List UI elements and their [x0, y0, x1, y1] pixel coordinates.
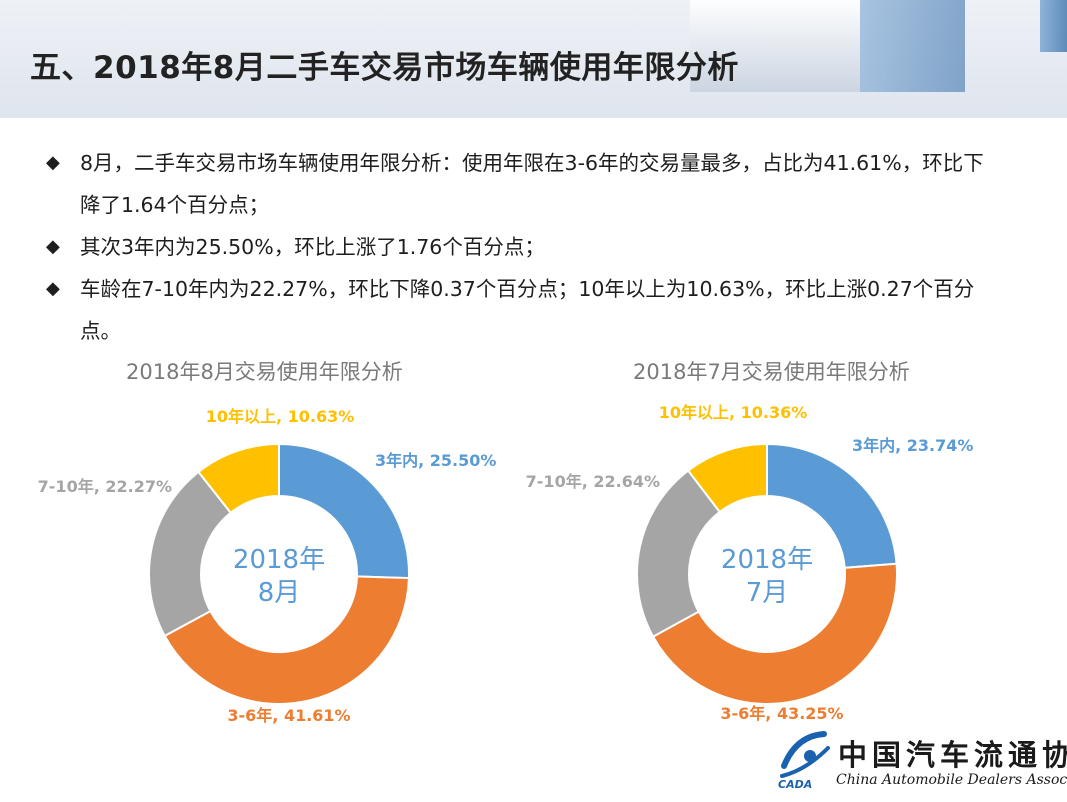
data-label-7-10: 7-10年, 22.64%	[526, 472, 660, 491]
bullet-item: ◆ 其次3年内为25.50%，环比上涨了1.76个百分点；	[46, 226, 996, 268]
data-label-under-3: 3年内, 23.74%	[852, 436, 973, 455]
center-label-line: 2018年	[233, 545, 325, 575]
donut-slice-7-10	[148, 470, 233, 638]
header-cube-left-side	[860, 0, 965, 92]
header-decoration	[690, 0, 1067, 92]
bullet-item: ◆ 车龄在7-10年内为22.27%，环比下降0.37个百分点；10年以上为10.…	[46, 268, 996, 352]
bullet-text: 车龄在7-10年内为22.27%，环比下降0.37个百分点；10年以上为10.6…	[80, 277, 975, 343]
header-cube-right	[1040, 0, 1067, 52]
data-label-under-3: 3年内, 25.50%	[375, 451, 496, 470]
donut-slice-3-6	[651, 562, 898, 705]
diamond-icon: ◆	[46, 152, 60, 173]
cada-abbr: CADA	[778, 778, 813, 791]
data-label-7-10: 7-10年, 22.27%	[38, 477, 172, 496]
bullet-item: ◆ 8月，二手车交易市场车辆使用年限分析：使用年限在3-6年的交易量最多，占比为4…	[46, 142, 996, 226]
center-label-line: 2018年	[721, 545, 813, 575]
association-name-cn: 中国汽车流通协会	[838, 738, 1067, 772]
bullet-list: ◆ 8月，二手车交易市场车辆使用年限分析：使用年限在3-6年的交易量最多，占比为4…	[46, 142, 996, 352]
diamond-icon: ◆	[46, 236, 60, 257]
page-title: 五、2018年8月二手车交易市场车辆使用年限分析	[30, 50, 739, 86]
data-label-3-6: 3-6年, 43.25%	[720, 704, 843, 723]
center-label-line: 8月	[258, 578, 301, 608]
data-label-over-10: 10年以上, 10.63%	[206, 407, 355, 426]
donut-slice-under-3	[766, 442, 898, 569]
donut-slice-3-6	[163, 575, 410, 705]
data-label-3-6: 3-6年, 41.61%	[227, 706, 350, 725]
header-cube-left	[690, 0, 860, 92]
data-label-over-10: 10年以上, 10.36%	[659, 403, 808, 422]
bullet-text: 其次3年内为25.50%，环比上涨了1.76个百分点；	[80, 235, 545, 259]
center-label-line: 7月	[746, 578, 789, 608]
header-banner: 五、2018年8月二手车交易市场车辆使用年限分析	[0, 0, 1067, 118]
donut-slice-under-3	[278, 442, 410, 580]
cada-emblem-icon	[780, 731, 830, 778]
donut-slice-over-10	[686, 442, 768, 514]
cada-logo: CADA 中国汽车流通协会 China Automobile Dealers A…	[776, 726, 1067, 798]
chart-title-jul: 2018年7月交易使用年限分析	[633, 360, 910, 384]
chart-title-aug: 2018年8月交易使用年限分析	[126, 360, 403, 384]
donut-slice-over-10	[197, 442, 280, 515]
association-name-en: China Automobile Dealers Association	[836, 772, 1067, 788]
diamond-icon: ◆	[46, 278, 60, 299]
bullet-text: 8月，二手车交易市场车辆使用年限分析：使用年限在3-6年的交易量最多，占比为41…	[80, 151, 984, 217]
